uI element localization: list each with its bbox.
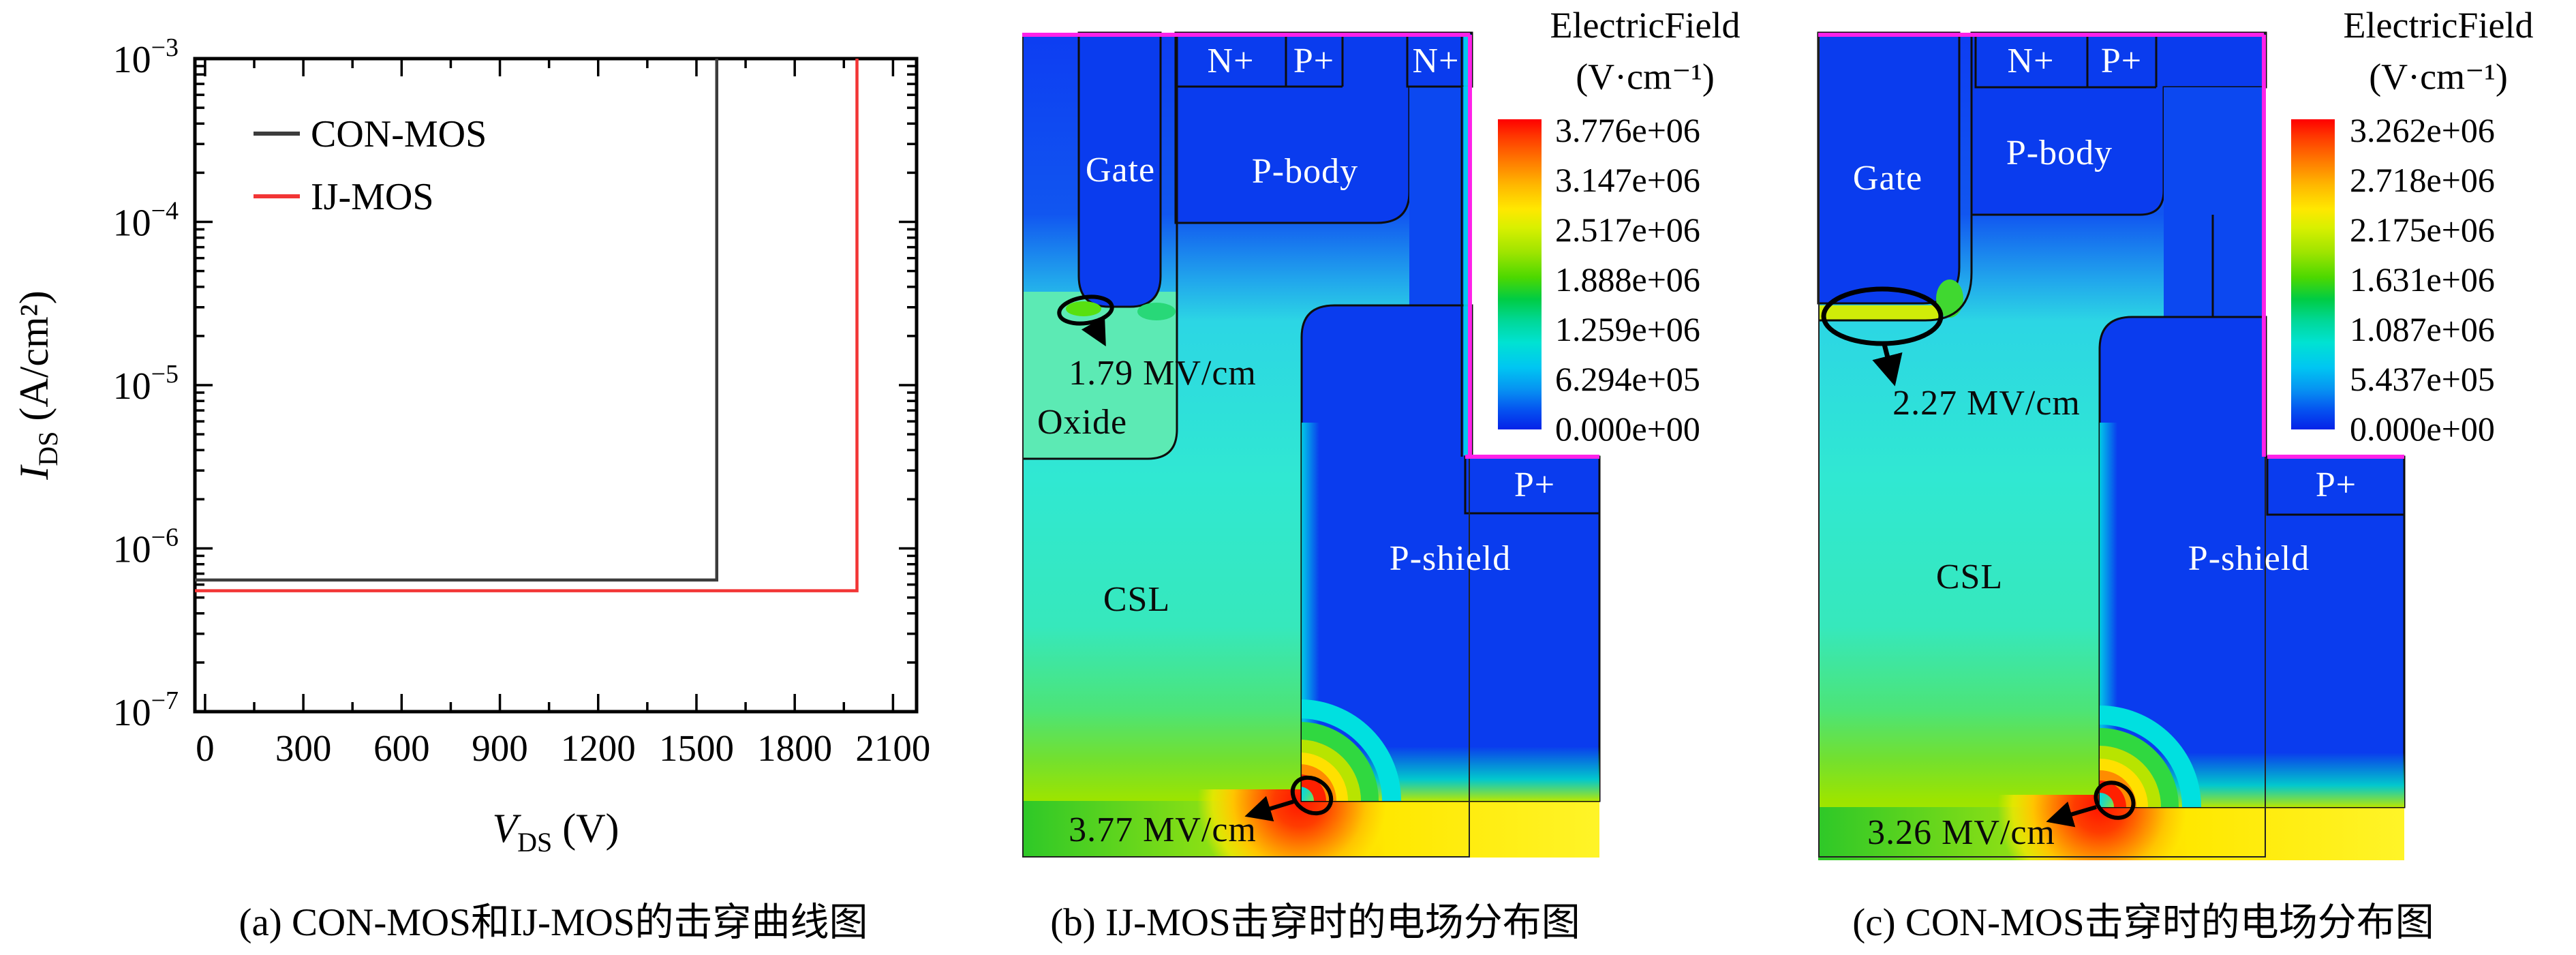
- oxide-region: [1022, 292, 1177, 459]
- x-tick-label: 0: [196, 727, 215, 769]
- colorbar-title-c: ElectricField: [2343, 5, 2534, 46]
- breakdown-curve-chart: 0 300 600 900 1200 1500 1800 2100 10−3 10−4 10−5 10…: [12, 33, 930, 858]
- region-nplus-right: N+: [1412, 42, 1460, 80]
- region-pbody: P-body: [1251, 152, 1359, 191]
- x-axis-label: VDS (V): [492, 806, 619, 858]
- y-tick-label: 10−4: [113, 197, 179, 245]
- region-pplus-top: P+: [1293, 42, 1335, 80]
- legend-label-IJ-MOS: IJ-MOS: [311, 176, 433, 218]
- source-box-lines: [1176, 33, 1463, 457]
- region-csl: CSL: [1103, 580, 1171, 619]
- y-tick-label: 10−5: [113, 360, 179, 408]
- region-gate: Gate: [1852, 159, 1923, 198]
- conmos-field-map: [1817, 31, 2406, 860]
- region-gate: Gate: [1085, 151, 1156, 190]
- colorbar-units-b: (V·cm⁻¹): [1576, 56, 1715, 97]
- colorbar-strip-c: [2291, 119, 2335, 429]
- colorbar-strip-b: [1498, 119, 1542, 429]
- colorbar-value: 0.000e+00: [1555, 410, 1700, 448]
- colorbar-value: 6.294e+05: [1555, 360, 1700, 398]
- region-nplus-left: N+: [1207, 42, 1255, 80]
- colorbar-value: 1.888e+06: [1555, 260, 1700, 299]
- region-oxide: Oxide: [1037, 403, 1128, 442]
- region-pshield: P-shield: [1389, 539, 1512, 578]
- annotation-peak-field: 3.77 MV/cm: [1069, 810, 1257, 849]
- jfet-gap-region: [2164, 87, 2266, 319]
- colorbar-value: 1.259e+06: [1555, 310, 1700, 348]
- annotation-oxide-field: 2.27 MV/cm: [1892, 384, 2081, 423]
- x-tick-label: 600: [373, 727, 430, 769]
- region-pbody: P-body: [2006, 134, 2113, 172]
- x-tick-label: 1200: [561, 727, 636, 769]
- oxide-field-annotation: [1057, 294, 1114, 347]
- colorbar-value: 3.262e+06: [2350, 111, 2495, 149]
- plot-frame: [193, 57, 919, 714]
- colorbar-value: 5.437e+05: [2350, 360, 2495, 398]
- series-IJ-MOS: [195, 59, 859, 592]
- caption-panel-b: (b) IJ-MOS击穿时的电场分布图: [1050, 901, 1580, 944]
- electrode-lines: [1022, 33, 1599, 459]
- colorbar-value: 3.147e+06: [1555, 161, 1700, 199]
- colorbar-value: 2.175e+06: [2350, 211, 2495, 249]
- region-pplus-right: P+: [2315, 466, 2357, 504]
- source-box-lines: [1974, 33, 2158, 89]
- region-pplus-top: P+: [2100, 42, 2143, 80]
- oxide-field-annotation: [1821, 286, 1944, 386]
- pplus-right-region: [1464, 455, 1601, 515]
- region-pplus-right: P+: [1514, 466, 1556, 504]
- ijmos-field-map: [1022, 31, 1601, 858]
- colorbar-value: 1.631e+06: [2350, 260, 2495, 299]
- colorbar-value: 3.776e+06: [1555, 111, 1700, 149]
- peak-field-annotation: [1244, 775, 1334, 822]
- caption-panel-c: (c) CON-MOS击穿时的电场分布图: [1852, 901, 2434, 944]
- colorbar-value: 2.517e+06: [1555, 211, 1700, 249]
- gate-oxide-stripe: [1818, 305, 1939, 320]
- region-pshield: P-shield: [2188, 539, 2310, 578]
- colorbar-title-b: ElectricField: [1550, 5, 1741, 46]
- y-axis-label: IDS (A/cm²): [12, 290, 63, 480]
- x-tick-label: 900: [472, 727, 528, 769]
- electrode-lines: [1818, 33, 2404, 459]
- colorbar-value: 1.087e+06: [2350, 310, 2495, 348]
- y-tick-label: 10−7: [113, 686, 179, 734]
- region-csl: CSL: [1935, 558, 2004, 596]
- annotation-oxide-field: 1.79 MV/cm: [1069, 354, 1257, 393]
- gate-poly: [1077, 31, 1162, 308]
- colorbar-value: 0.000e+00: [2350, 410, 2495, 448]
- x-tick-label: 300: [275, 727, 332, 769]
- y-tick-label: 10−3: [113, 33, 179, 81]
- peak-field-annotation: [2046, 780, 2136, 828]
- caption-panel-a: (a) CON-MOS和IJ-MOS的击穿曲线图: [239, 901, 868, 944]
- annotation-peak-field: 3.26 MV/cm: [1867, 813, 2055, 852]
- pplus-right-region: [2266, 455, 2406, 516]
- x-tick-label: 1800: [757, 727, 832, 769]
- x-tick-label: 2100: [855, 727, 930, 769]
- colorbar-units-c: (V·cm⁻¹): [2369, 56, 2508, 97]
- colorbar-value: 2.718e+06: [2350, 161, 2495, 199]
- region-nplus: N+: [2007, 42, 2055, 80]
- y-tick-label: 10−6: [113, 524, 179, 571]
- series-CON-MOS: [195, 59, 719, 582]
- x-tick-label: 1500: [659, 727, 734, 769]
- legend-label-CON-MOS: CON-MOS: [311, 113, 487, 155]
